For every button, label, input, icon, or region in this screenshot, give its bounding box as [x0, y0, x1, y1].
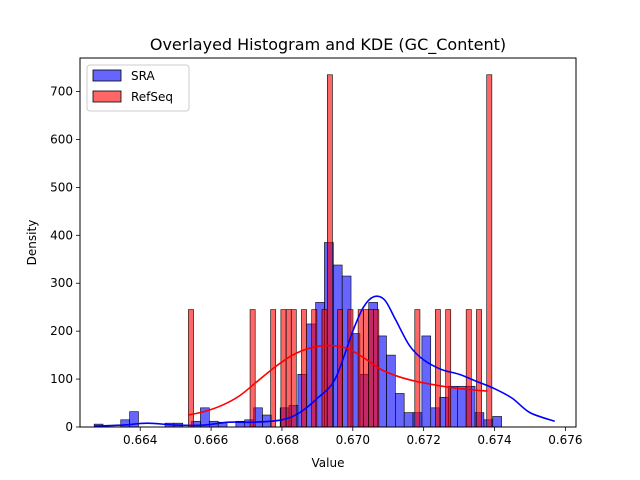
refseq-kde-line [188, 344, 488, 416]
refseq-bar [465, 309, 472, 428]
y-tick-label: 700 [50, 85, 73, 99]
refseq-bar [280, 309, 287, 428]
chart-title: Overlayed Histogram and KDE (GC_Content) [150, 35, 506, 55]
x-tick-label: 0.670 [336, 433, 370, 447]
sra-bar [395, 393, 405, 428]
sra-bar [403, 412, 414, 428]
sra-bar [492, 416, 502, 428]
x-tick-label: 0.672 [406, 433, 440, 447]
plot-lines [94, 295, 556, 427]
refseq-bar [486, 74, 493, 428]
legend-label-sra: SRA [131, 69, 155, 83]
refseq-bar [347, 309, 354, 428]
y-axis: 0 100 200 300 400 500 600 700 [50, 85, 80, 434]
refseq-bar [326, 74, 333, 428]
y-tick-label: 600 [50, 132, 73, 146]
sra-bar [421, 335, 432, 428]
refseq-bar [357, 309, 364, 428]
sra-bar [457, 385, 467, 428]
x-axis-label: Value [312, 456, 345, 470]
legend-label-refseq: RefSeq [131, 90, 173, 104]
sra-bar [120, 419, 130, 428]
plot-area-frame [79, 57, 577, 428]
y-tick-label: 100 [50, 372, 73, 386]
refseq-bar [285, 309, 292, 428]
y-tick-label: 500 [50, 180, 73, 194]
x-tick-label: 0.676 [548, 433, 582, 447]
x-tick-label: 0.674 [477, 433, 511, 447]
x-tick-label: 0.666 [194, 433, 228, 447]
legend-swatch-sra [92, 69, 122, 82]
y-tick-label: 400 [50, 228, 73, 242]
refseq-bar [188, 309, 194, 428]
legend: SRA RefSeq [86, 64, 190, 112]
refseq-bar [414, 309, 421, 428]
y-tick-label: 0 [65, 420, 73, 434]
sra-kde-line [94, 295, 556, 427]
refseq-bar [311, 309, 318, 428]
refseq-bar [290, 309, 297, 428]
x-tick-label: 0.668 [265, 433, 299, 447]
y-axis-label: Density [25, 220, 39, 266]
refseq-bar [321, 309, 328, 428]
refseq-bar [368, 309, 374, 428]
sra-bar [386, 354, 396, 428]
x-axis: 0.664 0.666 0.668 0.670 0.672 0.674 0.676 [123, 427, 583, 447]
refseq-bar [249, 309, 256, 428]
legend-swatch-refseq [92, 90, 122, 103]
refseq-bar [476, 309, 482, 428]
y-tick-label: 300 [50, 276, 73, 290]
refseq-bar [445, 309, 452, 428]
y-tick-label: 200 [50, 324, 73, 338]
x-tick-label: 0.664 [123, 433, 157, 447]
refseq-bar [363, 309, 369, 428]
